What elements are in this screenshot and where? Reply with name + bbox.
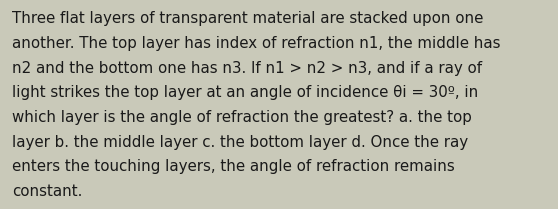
- Text: constant.: constant.: [12, 184, 83, 199]
- Text: which layer is the angle of refraction the greatest? a. the top: which layer is the angle of refraction t…: [12, 110, 472, 125]
- Text: light strikes the top layer at an angle of incidence θi = 30º, in: light strikes the top layer at an angle …: [12, 85, 479, 101]
- Text: another. The top layer has index of refraction n1, the middle has: another. The top layer has index of refr…: [12, 36, 501, 51]
- Text: layer b. the middle layer c. the bottom layer d. Once the ray: layer b. the middle layer c. the bottom …: [12, 135, 468, 150]
- Text: enters the touching layers, the angle of refraction remains: enters the touching layers, the angle of…: [12, 159, 455, 175]
- Text: n2 and the bottom one has n3. If n1 > n2 > n3, and if a ray of: n2 and the bottom one has n3. If n1 > n2…: [12, 61, 483, 76]
- Text: Three flat layers of transparent material are stacked upon one: Three flat layers of transparent materia…: [12, 11, 484, 27]
